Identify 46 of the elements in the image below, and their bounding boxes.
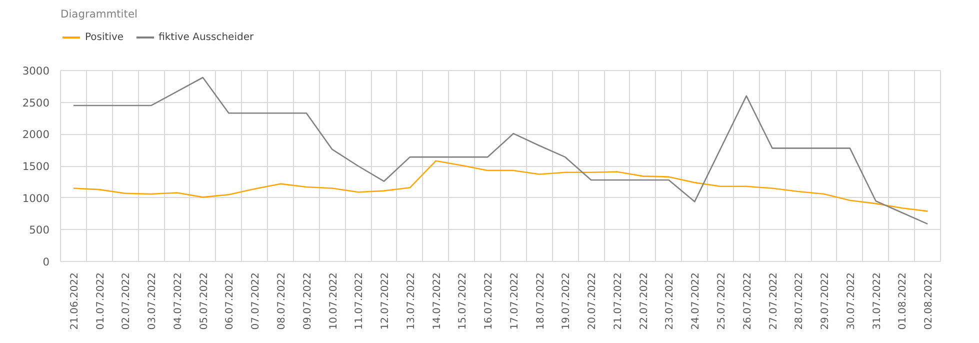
x-tick-label: 15.07.2022 xyxy=(458,272,469,330)
x-tick-label: 24.07.2022 xyxy=(690,272,702,330)
y-tick-label: 0 xyxy=(42,256,50,268)
x-tick-label: 29.07.2022 xyxy=(820,272,832,330)
x-tick-label: 07.07.2022 xyxy=(250,272,262,330)
x-tick-label: 19.07.2022 xyxy=(561,272,572,330)
x-tick-label: 25.07.2022 xyxy=(716,272,728,330)
x-tick-label: 02.08.2022 xyxy=(924,272,935,330)
y-tick-label: 3000 xyxy=(22,64,50,78)
y-tick-label: 500 xyxy=(29,224,50,237)
line-series xyxy=(72,76,928,225)
x-tick-label: 30.07.2022 xyxy=(846,272,857,330)
x-tick-label: 04.07.2022 xyxy=(172,272,184,330)
x-tick-label: 26.07.2022 xyxy=(742,272,754,330)
legend-label: Positive xyxy=(85,32,124,42)
x-tick-label: 20.07.2022 xyxy=(587,272,598,330)
x-tick-label: 23.07.2022 xyxy=(664,272,676,330)
x-tick-label: 13.07.2022 xyxy=(406,272,417,330)
x-tick-label: 12.07.2022 xyxy=(380,272,392,330)
x-tick-label: 31.07.2022 xyxy=(872,272,883,330)
x-tick-label: 21.07.2022 xyxy=(612,272,624,330)
x-tick-label: 18.07.2022 xyxy=(535,272,546,330)
y-tick-label: 1000 xyxy=(22,192,50,205)
legend-label: fiktive Ausscheider xyxy=(158,32,254,42)
y-tick-label: 2500 xyxy=(22,96,50,110)
y-tick-label: 2000 xyxy=(22,128,50,142)
x-tick-label: 27.07.2022 xyxy=(768,272,780,330)
x-tick-label: 11.07.2022 xyxy=(354,272,366,330)
line-series xyxy=(72,160,928,212)
y-tick-label: 1500 xyxy=(22,160,50,173)
x-tick-label: 14.07.2022 xyxy=(432,272,443,330)
x-tick-label: 06.07.2022 xyxy=(224,272,236,330)
x-tick-label: 21.06.2022 xyxy=(69,272,80,330)
x-tick-label: 03.07.2022 xyxy=(147,272,158,330)
x-tick-label: 22.07.2022 xyxy=(638,272,650,330)
x-tick-label: 09.07.2022 xyxy=(302,272,314,330)
x-tick-label: 28.07.2022 xyxy=(794,272,806,330)
x-tick-label: 01.08.2022 xyxy=(898,272,909,330)
x-tick-label: 05.07.2022 xyxy=(198,272,210,330)
x-tick-label: 10.07.2022 xyxy=(328,272,340,330)
x-tick-label: 08.07.2022 xyxy=(276,272,288,330)
x-tick-label: 01.07.2022 xyxy=(95,272,106,330)
x-tick-label: 02.07.2022 xyxy=(121,272,132,330)
x-tick-label: 17.07.2022 xyxy=(509,272,520,330)
chart-title: Diagrammtitel xyxy=(60,8,138,20)
x-tick-label: 16.07.2022 xyxy=(484,272,495,330)
